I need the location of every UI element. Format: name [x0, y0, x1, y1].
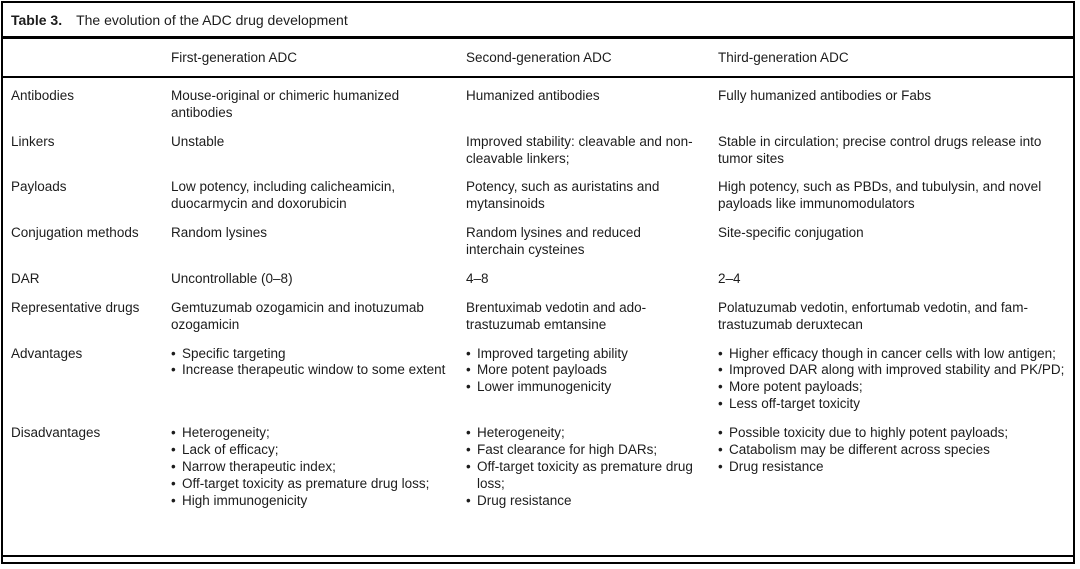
bullet-list: Improved targeting ability More potent p…: [466, 346, 702, 397]
row-representative-drugs: Representative drugs Gemtuzumab ozogamic…: [3, 300, 1073, 346]
table-bottom-rule: [3, 555, 1073, 557]
row-payloads: Payloads Low potency, including calichea…: [3, 179, 1073, 225]
row-linkers: Linkers Unstable Improved stability: cle…: [3, 134, 1073, 180]
cell-text: Stable in circulation; precise control d…: [718, 133, 1042, 166]
bullet-list: Heterogeneity; Fast clearance for high D…: [466, 425, 702, 509]
cell-text: Random lysines and reduced interchain cy…: [466, 225, 641, 257]
cell-disadvantages-gen1: Heterogeneity; Lack of efficacy; Narrow …: [171, 425, 466, 521]
caption-text: The evolution of the ADC drug developmen…: [76, 12, 348, 28]
cell-repdrugs-gen3: Polatuzumab vedotin, enfortumab vedotin,…: [718, 300, 1073, 346]
bullet-item: Improved DAR along with improved stabili…: [718, 362, 1065, 379]
bullet-item: Increase therapeutic window to some exte…: [171, 362, 450, 379]
row-disadvantages: Disadvantages Heterogeneity; Lack of eff…: [3, 425, 1073, 521]
row-dar: DAR Uncontrollable (0–8) 4–8 2–4: [3, 271, 1073, 300]
cell-antibodies-gen2: Humanized antibodies: [466, 77, 718, 134]
cell-conjugation-gen1: Random lysines: [171, 225, 466, 271]
row-label: Advantages: [11, 345, 83, 361]
bullet-item: High immunogenicity: [171, 493, 450, 510]
cell-payloads-gen1: Low potency, including calicheamicin, du…: [171, 179, 466, 225]
cell-advantages-gen1: Specific targeting Increase therapeutic …: [171, 346, 466, 426]
cell-conjugation-gen2: Random lysines and reduced interchain cy…: [466, 225, 718, 271]
bullet-item: Specific targeting: [171, 346, 450, 363]
cell-repdrugs-gen1: Gemtuzumab ozogamicin and inotuzumab ozo…: [171, 300, 466, 346]
cell-text: Humanized antibodies: [466, 87, 600, 103]
cell-conjugation-gen3: Site-specific conjugation: [718, 225, 1073, 271]
cell-text: Random lysines: [171, 225, 268, 241]
header-empty-cell: [3, 39, 171, 78]
header-third-generation: Third-generation ADC: [718, 39, 1073, 78]
cell-text: Low potency, including calicheamicin, du…: [171, 179, 396, 212]
cell-antibodies-gen3: Fully humanized antibodies or Fabs: [718, 77, 1073, 134]
bullet-item: Higher efficacy though in cancer cells w…: [718, 346, 1065, 363]
cell-linkers-gen1: Unstable: [171, 134, 466, 180]
cell-disadvantages-gen2: Heterogeneity; Fast clearance for high D…: [466, 425, 718, 521]
cell-text: High potency, such as PBDs, and tubulysi…: [718, 179, 1042, 212]
bullet-item: Lower immunogenicity: [466, 379, 702, 396]
bullet-item: Off-target toxicity as premature drug lo…: [466, 459, 702, 493]
table-caption: Table 3. The evolution of the ADC drug de…: [3, 3, 1073, 39]
row-label: Linkers: [11, 133, 55, 149]
bullet-item: Possible toxicity due to highly potent p…: [718, 425, 1065, 442]
bullet-item: Heterogeneity;: [466, 425, 702, 442]
header-first-generation: First-generation ADC: [171, 39, 466, 78]
bullet-item: Fast clearance for high DARs;: [466, 442, 702, 459]
cell-text: Potency, such as auristatins and mytansi…: [466, 179, 660, 212]
row-conjugation-methods: Conjugation methods Random lysines Rando…: [3, 225, 1073, 271]
cell-repdrugs-gen2: Brentuximab vedotin and ado-trastuzumab …: [466, 300, 718, 346]
cell-payloads-gen2: Potency, such as auristatins and mytansi…: [466, 179, 718, 225]
cell-text: Fully humanized antibodies or Fabs: [718, 87, 932, 103]
row-label: Representative drugs: [11, 299, 140, 315]
bullet-list: Specific targeting Increase therapeutic …: [171, 346, 450, 380]
row-label: Antibodies: [11, 87, 75, 103]
bullet-item: Drug resistance: [718, 459, 1065, 476]
row-label: DAR: [11, 270, 40, 286]
cell-text: Unstable: [171, 133, 225, 149]
bullet-item: More potent payloads;: [718, 379, 1065, 396]
bullet-item: Improved targeting ability: [466, 346, 702, 363]
cell-linkers-gen2: Improved stability: cleavable and non-cl…: [466, 134, 718, 180]
cell-dar-gen3: 2–4: [718, 271, 1073, 300]
bullet-item: Less off-target toxicity: [718, 396, 1065, 413]
cell-dar-gen2: 4–8: [466, 271, 718, 300]
cell-text: Polatuzumab vedotin, enfortumab vedotin,…: [718, 299, 1028, 332]
caption-label: Table 3.: [11, 12, 63, 28]
cell-text: Gemtuzumab ozogamicin and inotuzumab ozo…: [171, 299, 424, 332]
bullet-item: Drug resistance: [466, 493, 702, 510]
cell-advantages-gen2: Improved targeting ability More potent p…: [466, 346, 718, 426]
adc-evolution-table: First-generation ADC Second-generation A…: [3, 39, 1073, 521]
cell-text: Improved stability: cleavable and non-cl…: [466, 133, 693, 166]
bullet-list: Possible toxicity due to highly potent p…: [718, 425, 1065, 476]
cell-advantages-gen3: Higher efficacy though in cancer cells w…: [718, 346, 1073, 426]
row-label: Disadvantages: [11, 425, 101, 440]
cell-text: Uncontrollable (0–8): [171, 270, 293, 286]
bullet-item: Narrow therapeutic index;: [171, 459, 450, 476]
bullet-item: More potent payloads: [466, 362, 702, 379]
row-advantages: Advantages Specific targeting Increase t…: [3, 346, 1073, 426]
cell-text: Brentuximab vedotin and ado-trastuzumab …: [466, 299, 647, 332]
bullet-list: Higher efficacy though in cancer cells w…: [718, 346, 1065, 414]
bullet-item: Off-target toxicity as premature drug lo…: [171, 476, 450, 493]
cell-antibodies-gen1: Mouse-original or chimeric humanized ant…: [171, 77, 466, 134]
header-second-generation: Second-generation ADC: [466, 39, 718, 78]
cell-text: 2–4: [718, 270, 741, 286]
cell-text: Site-specific conjugation: [718, 225, 864, 241]
cell-dar-gen1: Uncontrollable (0–8): [171, 271, 466, 300]
cell-text: Mouse-original or chimeric humanized ant…: [171, 87, 400, 120]
row-antibodies: Antibodies Mouse-original or chimeric hu…: [3, 77, 1073, 134]
row-label: Payloads: [11, 179, 67, 195]
cell-linkers-gen3: Stable in circulation; precise control d…: [718, 134, 1073, 180]
bullet-item: Heterogeneity;: [171, 425, 450, 442]
cell-text: 4–8: [466, 270, 489, 286]
bullet-list: Heterogeneity; Lack of efficacy; Narrow …: [171, 425, 450, 509]
bullet-item: Lack of efficacy;: [171, 442, 450, 459]
cell-payloads-gen3: High potency, such as PBDs, and tubulysi…: [718, 179, 1073, 225]
cell-disadvantages-gen3: Possible toxicity due to highly potent p…: [718, 425, 1073, 521]
row-label: Conjugation methods: [11, 225, 139, 241]
bullet-item: Catabolism may be different across speci…: [718, 442, 1065, 459]
header-row: First-generation ADC Second-generation A…: [3, 39, 1073, 78]
